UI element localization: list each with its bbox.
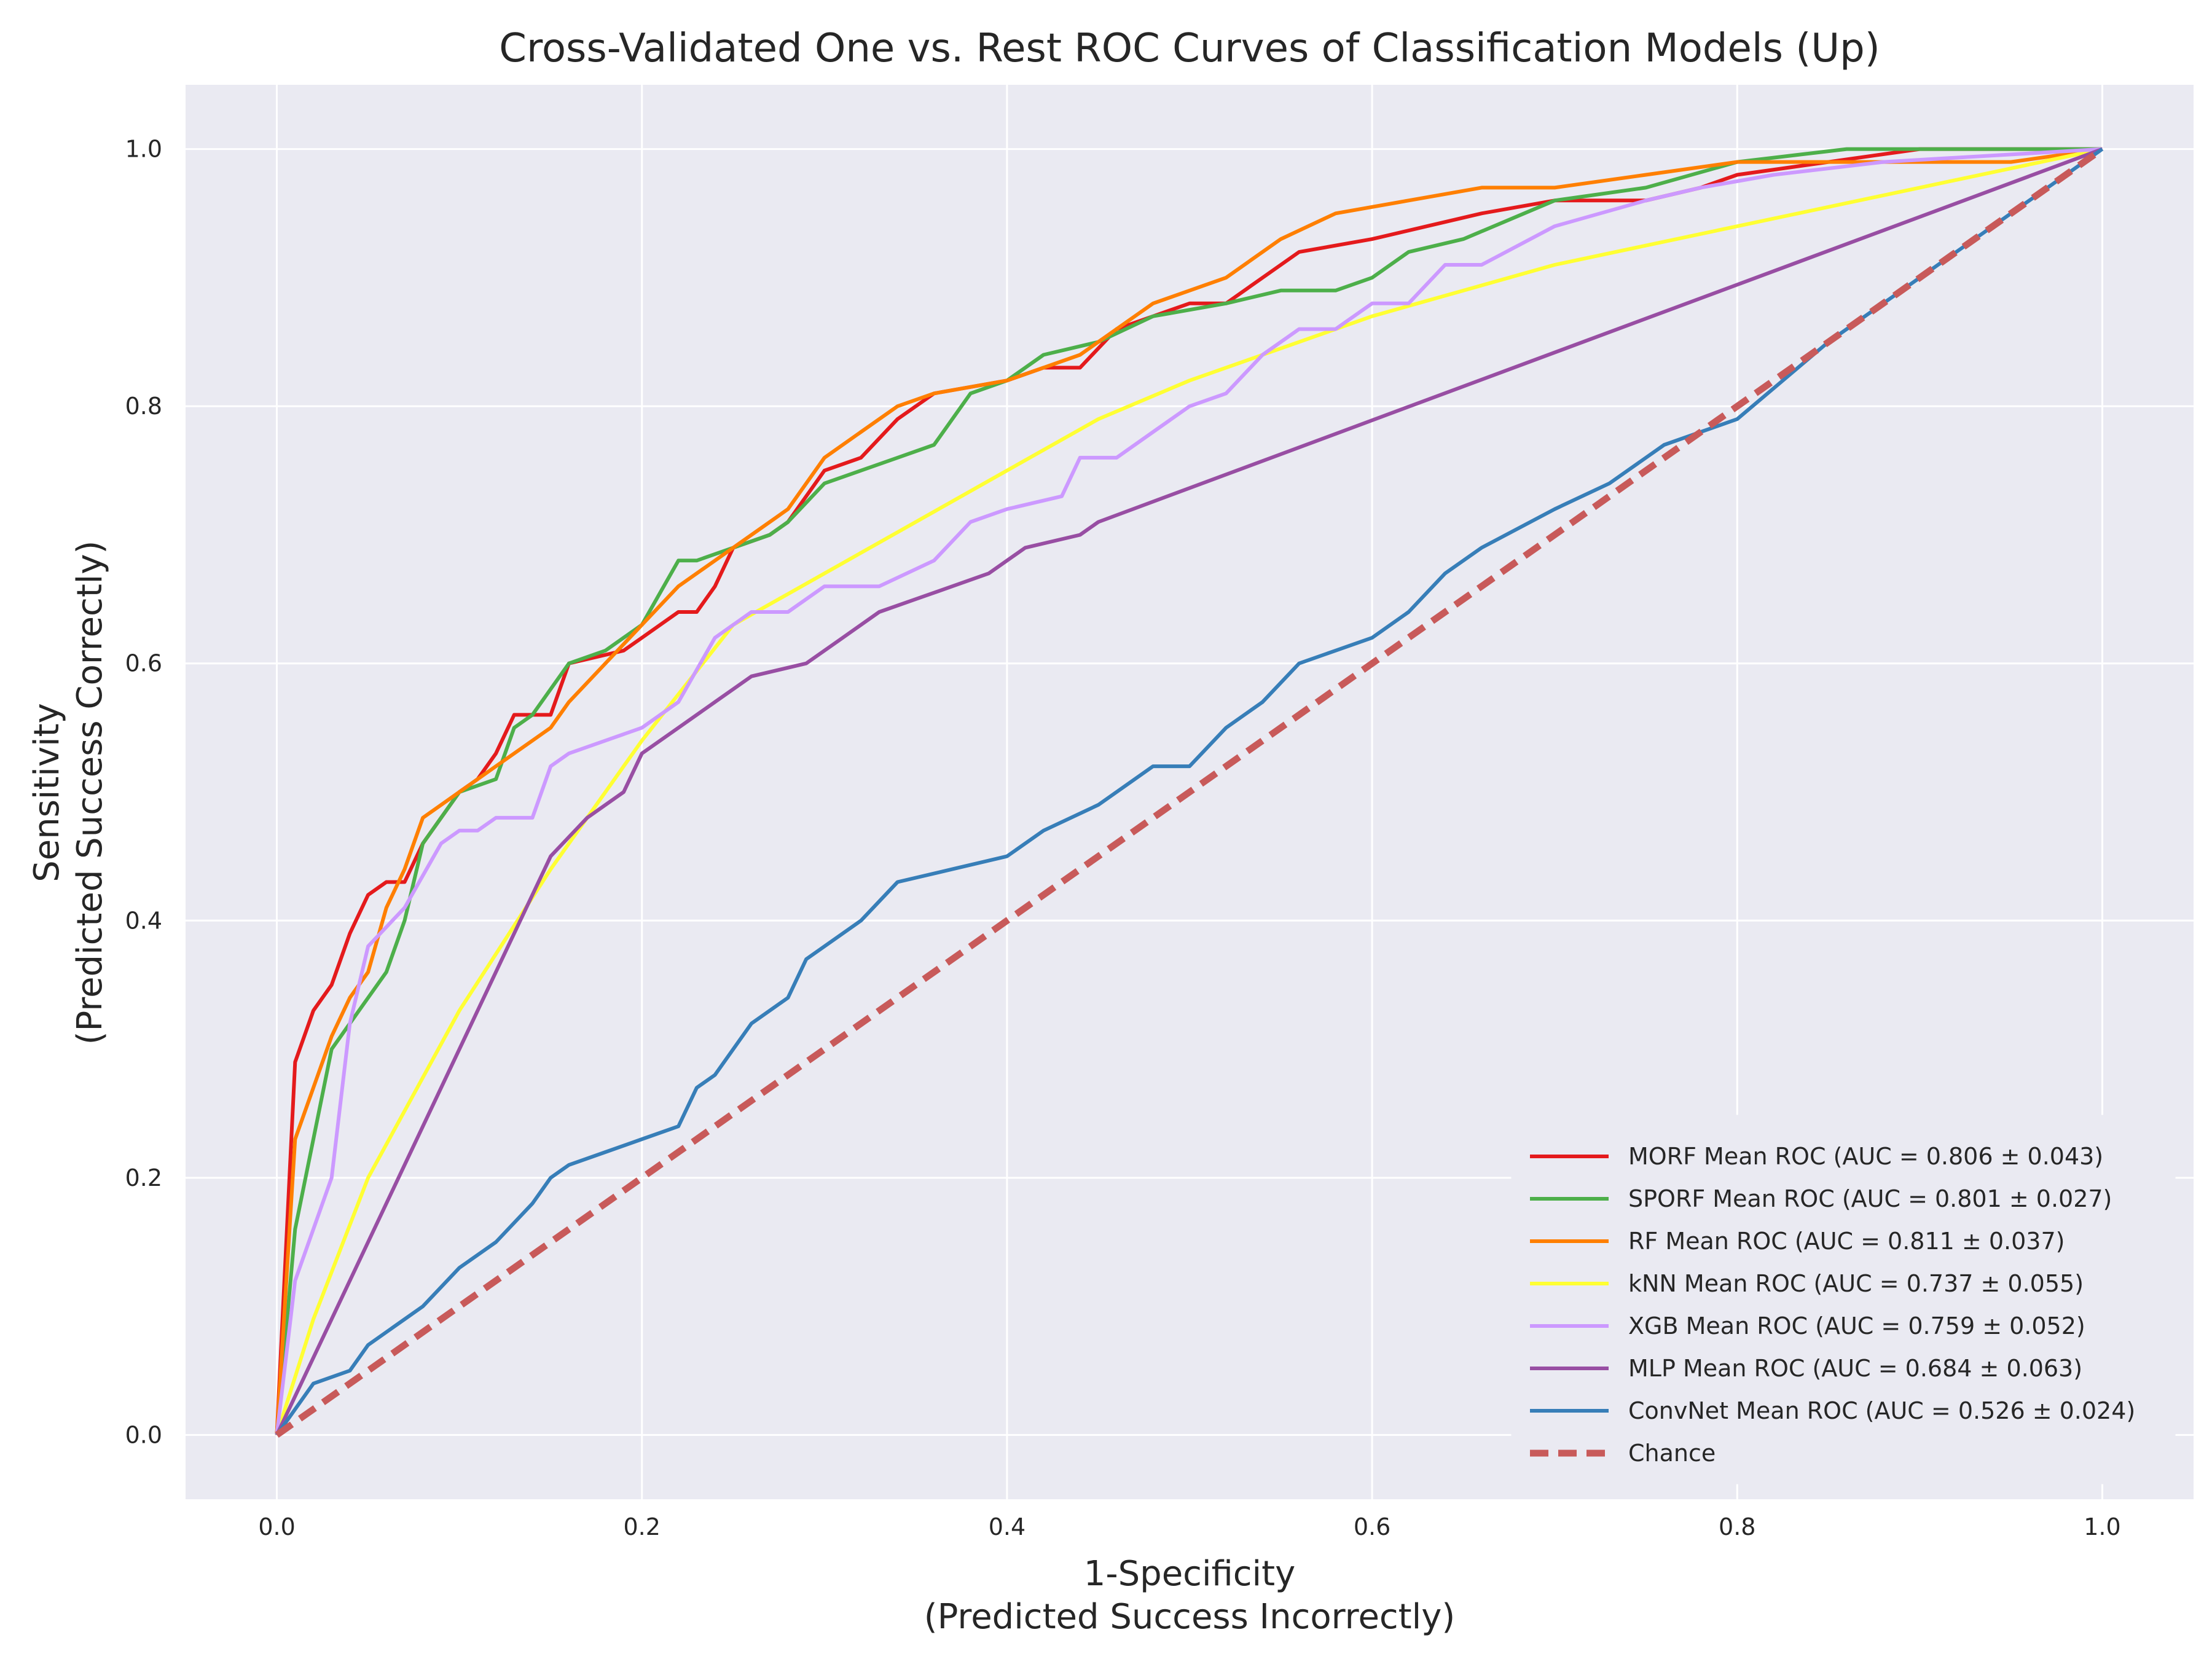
x-axis-sublabel: (Predicted Success Incorrectly) (924, 1597, 1455, 1637)
x-tick-label: 0.0 (258, 1513, 295, 1540)
series-line-7 (275, 146, 2104, 1438)
legend-label-7: Chance (1628, 1440, 1716, 1467)
x-axis-label: 1-Specificity (1084, 1554, 1295, 1594)
series-line-2 (275, 147, 2103, 1435)
y-tick-label: 0.8 (125, 393, 162, 420)
legend-label-4: XGB Mean ROC (AUC = 0.759 ± 0.052) (1628, 1312, 2085, 1339)
y-tick-label: 0.6 (125, 650, 162, 677)
y-axis-sublabel: (Predicted Success Correctly) (70, 541, 110, 1045)
x-tick-labels: 0.0 0.2 0.4 0.6 0.8 1.0 (258, 1513, 2120, 1540)
x-tick-label: 0.2 (624, 1513, 661, 1540)
y-axis-label: Sensitivity (27, 703, 67, 882)
legend-label-0: MORF Mean ROC (AUC = 0.806 ± 0.043) (1628, 1143, 2103, 1170)
y-tick-label: 1.0 (125, 136, 162, 163)
series-line-5 (275, 147, 2103, 1436)
x-tick-label: 0.8 (1719, 1513, 1755, 1540)
legend-label-6: ConvNet Mean ROC (AUC = 0.526 ± 0.024) (1628, 1397, 2135, 1424)
y-tick-label: 0.0 (125, 1421, 162, 1448)
legend-label-1: SPORF Mean ROC (AUC = 0.801 ± 0.027) (1628, 1185, 2112, 1212)
chart-title: Cross-Validated One vs. Rest ROC Curves … (499, 26, 1880, 71)
y-tick-label: 0.2 (125, 1164, 162, 1191)
series-lines (275, 146, 2104, 1438)
series-line-6 (275, 147, 2104, 1437)
y-tick-labels: 0.0 0.2 0.4 0.6 0.8 1.0 (125, 136, 162, 1449)
x-tick-label: 1.0 (2084, 1513, 2120, 1540)
y-tick-label: 0.4 (125, 907, 162, 934)
x-tick-label: 0.6 (1354, 1513, 1390, 1540)
x-tick-label: 0.4 (989, 1513, 1026, 1540)
legend: MORF Mean ROC (AUC = 0.806 ± 0.043) SPORF… (1511, 1115, 2176, 1484)
legend-label-2: RF Mean ROC (AUC = 0.811 ± 0.037) (1628, 1228, 2065, 1255)
series-line-1 (275, 147, 2103, 1435)
series-line-3 (275, 147, 2103, 1436)
legend-box (1511, 1115, 2176, 1484)
legend-label-5: MLP Mean ROC (AUC = 0.684 ± 0.063) (1628, 1355, 2082, 1382)
legend-label-3: kNN Mean ROC (AUC = 0.737 ± 0.055) (1628, 1270, 2084, 1297)
series-line-4 (275, 147, 2103, 1435)
